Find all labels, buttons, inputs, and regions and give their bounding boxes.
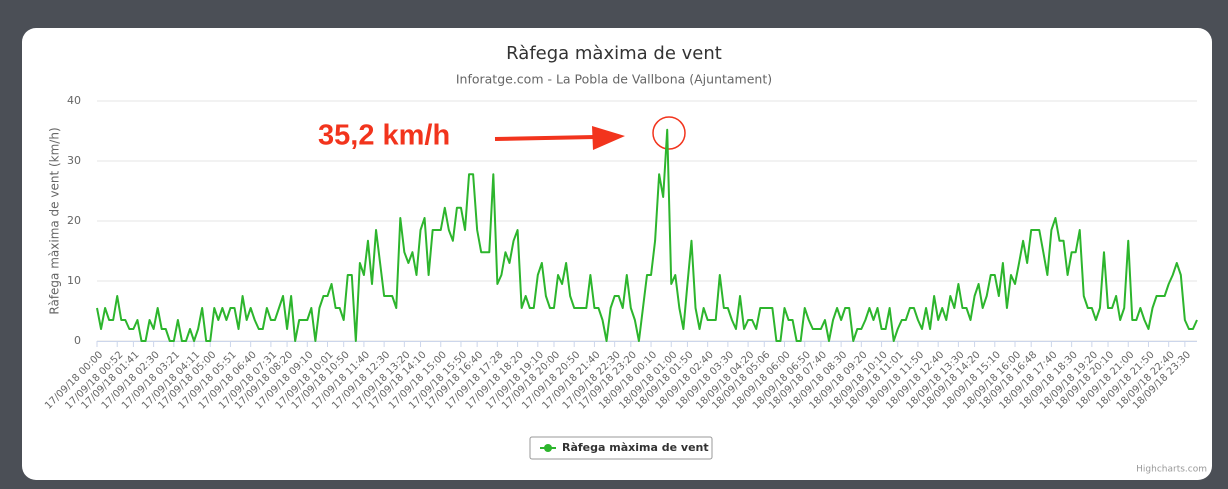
y-tick-label: 20 — [67, 214, 81, 227]
annotation: 35,2 km/h — [318, 120, 450, 152]
legend-box — [529, 436, 713, 460]
y-tick-label: 10 — [67, 274, 81, 287]
legend-label: Ràfega màxima de vent — [562, 441, 709, 454]
annotation-circle — [652, 116, 686, 150]
annotation-arrowhead — [592, 126, 625, 150]
credits: Highcharts.com — [1136, 465, 1207, 475]
y-tick-label: 30 — [67, 154, 81, 167]
chart-card — [22, 28, 1212, 480]
chart-title: Ràfega màxima de vent — [506, 43, 722, 64]
y-tick-label: 0 — [74, 334, 81, 347]
chart-subtitle: Inforatge.com - La Pobla de Vallbona (Aj… — [456, 72, 772, 87]
annotation-arrow — [494, 135, 596, 141]
y-tick-label: 40 — [67, 94, 81, 107]
legend-marker — [544, 444, 552, 452]
series-line — [96, 128, 1198, 342]
y-axis-title: Ràfega màxima de vent (km/h) — [48, 127, 62, 314]
